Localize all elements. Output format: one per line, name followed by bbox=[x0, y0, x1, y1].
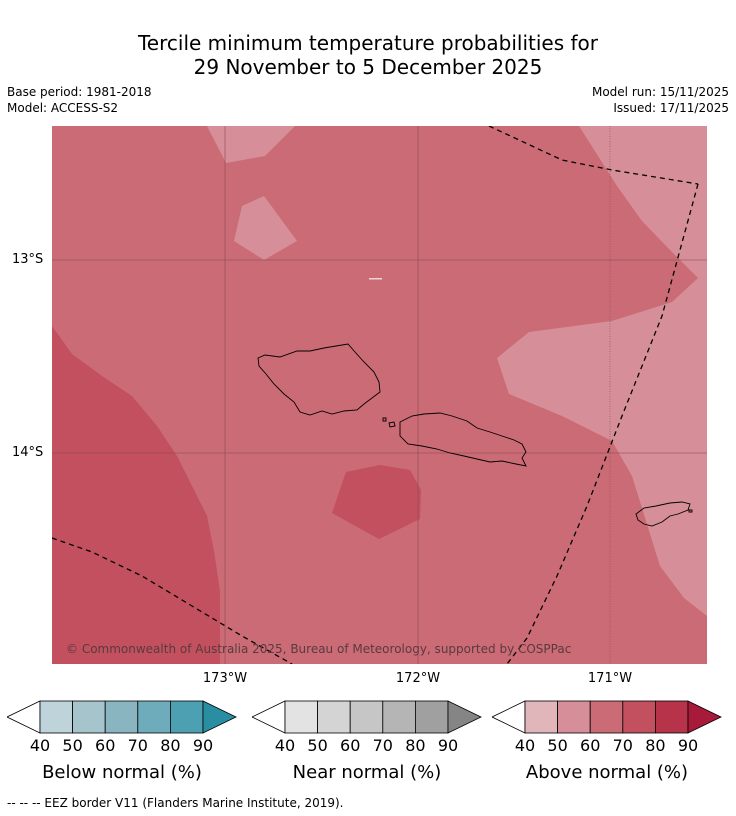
manono-islet bbox=[388, 421, 396, 428]
map-title: Tercile minimum temperature probabilitie… bbox=[0, 31, 736, 79]
colorbar-near-upper-extend bbox=[447, 700, 482, 734]
colorbar-near-ticks: 40 50 60 70 80 90 bbox=[252, 736, 482, 756]
region-above-50-60-patch bbox=[234, 196, 297, 260]
tick-60: 60 bbox=[580, 736, 601, 755]
colorbar-near bbox=[251, 700, 482, 734]
colorbar-above-ticks: 40 50 60 70 80 90 bbox=[492, 736, 722, 756]
tick-90: 90 bbox=[192, 736, 214, 755]
eez-border-east bbox=[506, 183, 699, 664]
region-above-50-60-top bbox=[207, 126, 295, 163]
lon-label-172w: 172°W bbox=[395, 671, 441, 686]
tick-70: 70 bbox=[372, 736, 393, 755]
caption-below-normal: Below normal (%) bbox=[42, 762, 202, 783]
colorbar-above-bin-1 bbox=[524, 700, 558, 734]
colorbar-near-bin-4 bbox=[382, 700, 416, 734]
colorbar-below bbox=[6, 700, 237, 734]
model-name: Model: ACCESS-S2 bbox=[7, 101, 119, 115]
colorbar-above-bin-5 bbox=[654, 700, 689, 734]
issued-date: Issued: 17/11/2025 bbox=[613, 101, 729, 115]
colorbar-below-bin-5 bbox=[169, 700, 204, 734]
colorbar-above-bin-4 bbox=[622, 700, 656, 734]
caption-above-normal: Above normal (%) bbox=[525, 762, 689, 783]
colorbar-near-bin-5 bbox=[414, 700, 449, 734]
colorbar-below-lower-extend bbox=[6, 700, 41, 734]
colorbar-near-bins bbox=[284, 700, 449, 734]
colorbar-below-bin-3 bbox=[104, 700, 139, 734]
colorbar-below-bin-4 bbox=[137, 700, 171, 734]
colorbar-below-bins bbox=[39, 700, 204, 734]
lon-label-171w: 171°W bbox=[587, 671, 633, 686]
caption-near-normal: Near normal (%) bbox=[292, 762, 442, 783]
base-period: Base period: 1981-2018 bbox=[7, 85, 152, 99]
colorbar-above-lower-extend bbox=[491, 700, 526, 734]
graticule bbox=[52, 126, 707, 664]
probability-map bbox=[52, 126, 707, 664]
colorbar-near-bin-1 bbox=[284, 700, 318, 734]
legend-above-normal: 40 50 60 70 80 90 Above normal (%) bbox=[491, 700, 722, 783]
region-above-70-80-centre bbox=[332, 465, 421, 539]
lat-label-13s: 13°S bbox=[12, 252, 44, 267]
tick-70: 70 bbox=[612, 736, 633, 755]
colorbar-above-bins bbox=[524, 700, 689, 734]
colorbar-below-upper-extend bbox=[202, 700, 237, 734]
tick-70: 70 bbox=[127, 736, 148, 755]
legend-below-normal: 40 50 60 70 80 90 Below normal (%) bbox=[6, 700, 237, 783]
islands bbox=[257, 343, 693, 527]
meta-left: Base period: 1981-2018 Model: ACCESS-S2 bbox=[7, 84, 152, 116]
model-run: Model run: 15/11/2025 bbox=[591, 85, 729, 99]
small-dash-mark bbox=[369, 278, 382, 280]
tick-40: 40 bbox=[514, 736, 536, 755]
tick-60: 60 bbox=[95, 736, 116, 755]
tick-50: 50 bbox=[307, 736, 328, 755]
eez-border bbox=[52, 126, 699, 664]
colorbar-near-bin-3 bbox=[349, 700, 384, 734]
colorbar-below-bin-2 bbox=[72, 700, 106, 734]
tutuila-island bbox=[635, 501, 691, 527]
colorbar-near-bin-2 bbox=[317, 700, 351, 734]
colorbar-below-bin-1 bbox=[39, 700, 73, 734]
colorbar-above-bin-2 bbox=[557, 700, 591, 734]
colorbar-above bbox=[491, 700, 722, 734]
colorbar-below-ticks: 40 50 60 70 80 90 bbox=[7, 736, 237, 756]
tick-40: 40 bbox=[274, 736, 296, 755]
tick-80: 80 bbox=[645, 736, 666, 755]
region-above-50-60-east bbox=[497, 126, 707, 616]
copyright-notice: © Commonwealth of Australia 2025, Bureau… bbox=[66, 642, 572, 656]
title-line-1: Tercile minimum temperature probabilitie… bbox=[137, 31, 599, 55]
tick-50: 50 bbox=[62, 736, 83, 755]
tick-90: 90 bbox=[437, 736, 459, 755]
title-line-2: 29 November to 5 December 2025 bbox=[193, 55, 543, 79]
tick-90: 90 bbox=[677, 736, 699, 755]
tick-60: 60 bbox=[340, 736, 361, 755]
upolu-island bbox=[399, 412, 527, 467]
colorbar-above-upper-extend bbox=[687, 700, 722, 734]
meta-right: Model run: 15/11/2025 Issued: 17/11/2025 bbox=[592, 84, 729, 116]
tick-80: 80 bbox=[405, 736, 426, 755]
lat-label-14s: 14°S bbox=[12, 445, 44, 460]
eez-border-north bbox=[488, 126, 699, 185]
lon-label-173w: 173°W bbox=[202, 671, 248, 686]
legend-near-normal: 40 50 60 70 80 90 Near normal (%) bbox=[251, 700, 482, 783]
apolima-islet bbox=[382, 417, 387, 422]
eez-footnote: -- -- -- EEZ border V11 (Flanders Marine… bbox=[7, 796, 344, 810]
colorbar-above-bin-3 bbox=[589, 700, 624, 734]
tick-40: 40 bbox=[29, 736, 51, 755]
aunuu-islet bbox=[688, 509, 693, 513]
eez-border-southwest bbox=[52, 537, 293, 664]
tick-80: 80 bbox=[160, 736, 181, 755]
colorbar-near-lower-extend bbox=[251, 700, 286, 734]
region-above-70-80-west bbox=[52, 326, 220, 664]
savaii-island bbox=[257, 343, 381, 416]
map-panel: © Commonwealth of Australia 2025, Bureau… bbox=[52, 126, 707, 664]
tick-50: 50 bbox=[547, 736, 568, 755]
